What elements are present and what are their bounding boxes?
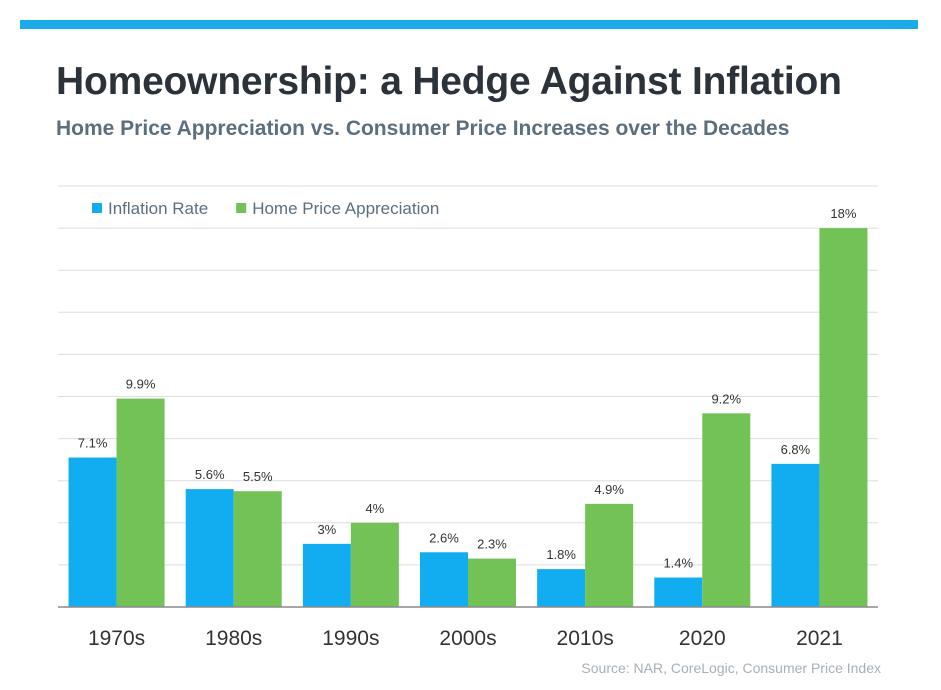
data-label: 6.8%: [781, 442, 811, 457]
bar-inflation-2000s: [420, 552, 468, 607]
x-tick-label: 2010s: [557, 627, 614, 650]
bar-inflation-2021: [771, 463, 820, 607]
data-label: 1.8%: [546, 547, 576, 562]
legend-swatch-home-price: [236, 203, 247, 213]
legend-label: Home Price Appreciation: [252, 199, 439, 218]
bar-inflation-1970s: [68, 457, 117, 607]
bar-inflation-2010s: [537, 569, 586, 607]
bar-home-price-1970s: [116, 398, 165, 607]
bar-home-price-2020: [702, 413, 751, 607]
chart-title: Homeownership: a Hedge Against Inflation: [56, 60, 842, 103]
data-label: 3%: [317, 522, 336, 537]
data-label: 9.9%: [126, 377, 156, 392]
x-tick-label: 1990s: [322, 627, 379, 650]
data-label: 9.2%: [711, 391, 741, 406]
bar-home-price-2021: [819, 228, 868, 607]
x-tick-label: 2021: [796, 627, 843, 650]
data-label: 5.6%: [195, 467, 225, 482]
bar-home-price-2010s: [585, 503, 634, 607]
data-label: 2.3%: [477, 537, 507, 552]
x-tick-label: 1980s: [205, 627, 262, 650]
bar-inflation-1990s: [302, 543, 351, 607]
legend-label: Inflation Rate: [108, 199, 208, 218]
data-label: 1.4%: [663, 556, 693, 571]
chart-subtitle: Home Price Appreciation vs. Consumer Pri…: [56, 117, 790, 140]
legend-swatch-inflation: [92, 203, 102, 213]
bar-inflation-2020: [654, 577, 703, 607]
bar-home-price-1980s: [233, 491, 282, 607]
bar-home-price-1990s: [350, 522, 399, 607]
x-tick-label: 2020: [679, 627, 726, 650]
data-label: 2.6%: [429, 530, 459, 545]
bar-inflation-1980s: [185, 489, 234, 607]
data-label: 18%: [830, 206, 856, 221]
source-note: Source: NAR, CoreLogic, Consumer Price I…: [581, 660, 881, 676]
x-tick-label: 1970s: [88, 627, 145, 650]
data-label: 4.9%: [594, 482, 624, 497]
x-tick-label: 2000s: [439, 627, 496, 650]
top-accent-bar: [20, 20, 918, 29]
data-label: 4%: [365, 501, 384, 516]
data-label: 7.1%: [78, 436, 108, 451]
data-label: 5.5%: [243, 469, 273, 484]
bar-home-price-2000s: [468, 558, 516, 607]
